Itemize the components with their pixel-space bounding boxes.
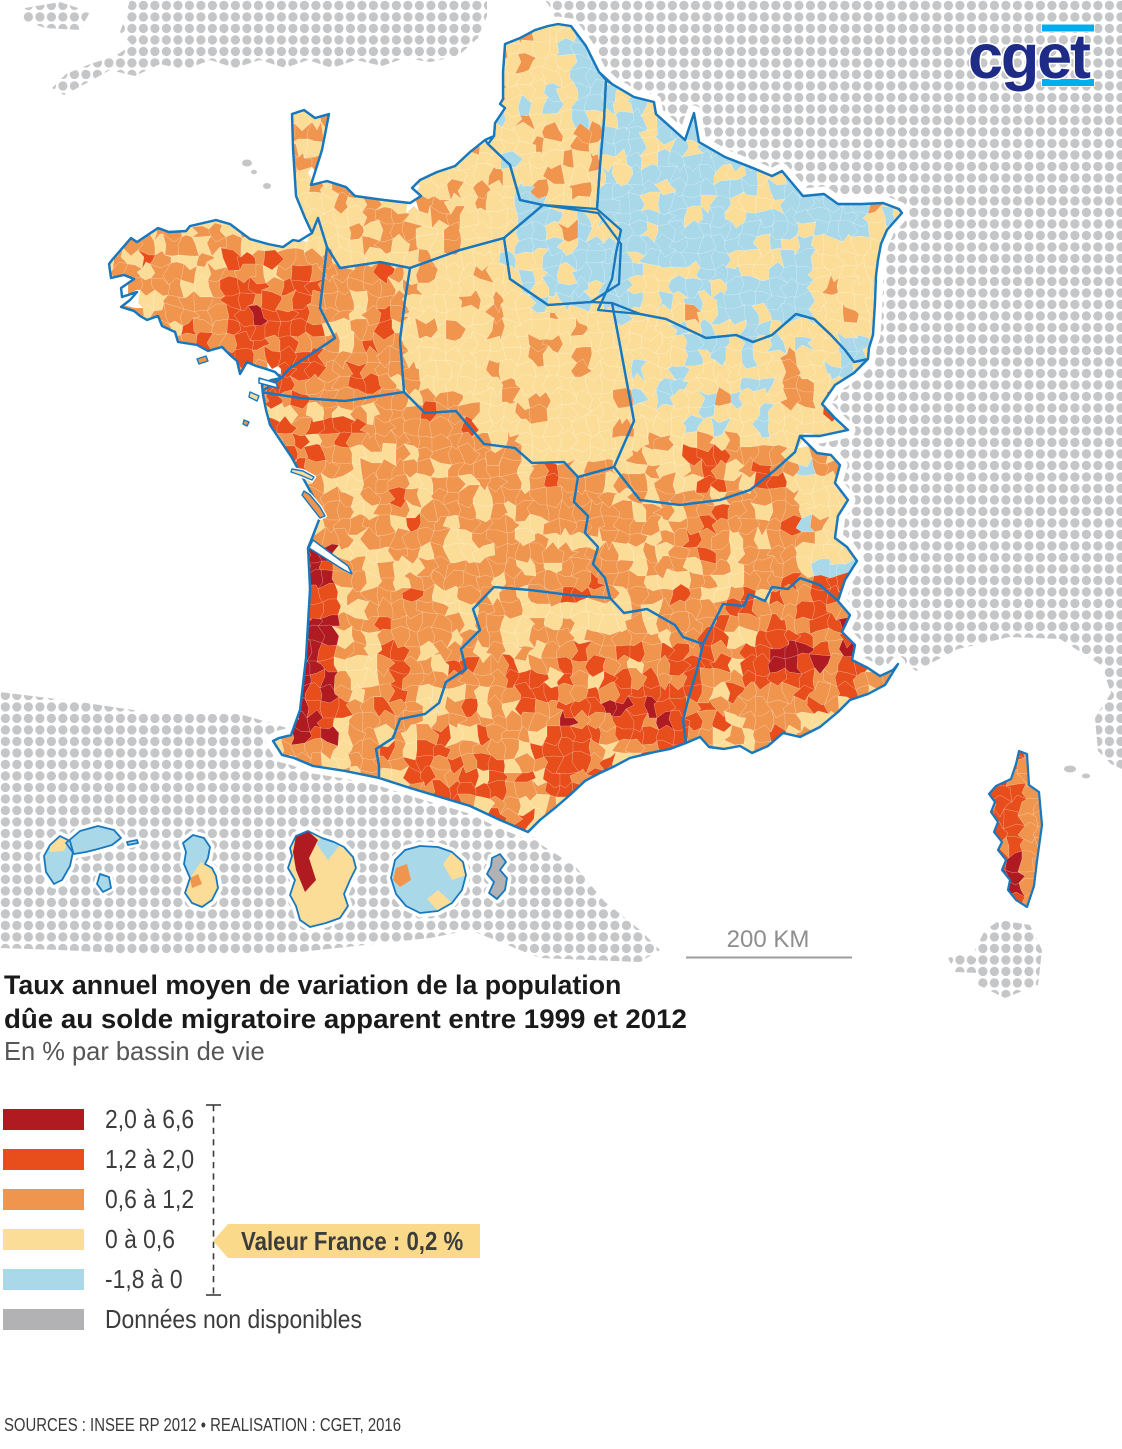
svg-text:200 KM: 200 KM	[727, 926, 810, 953]
svg-text:cget: cget	[968, 22, 1091, 92]
